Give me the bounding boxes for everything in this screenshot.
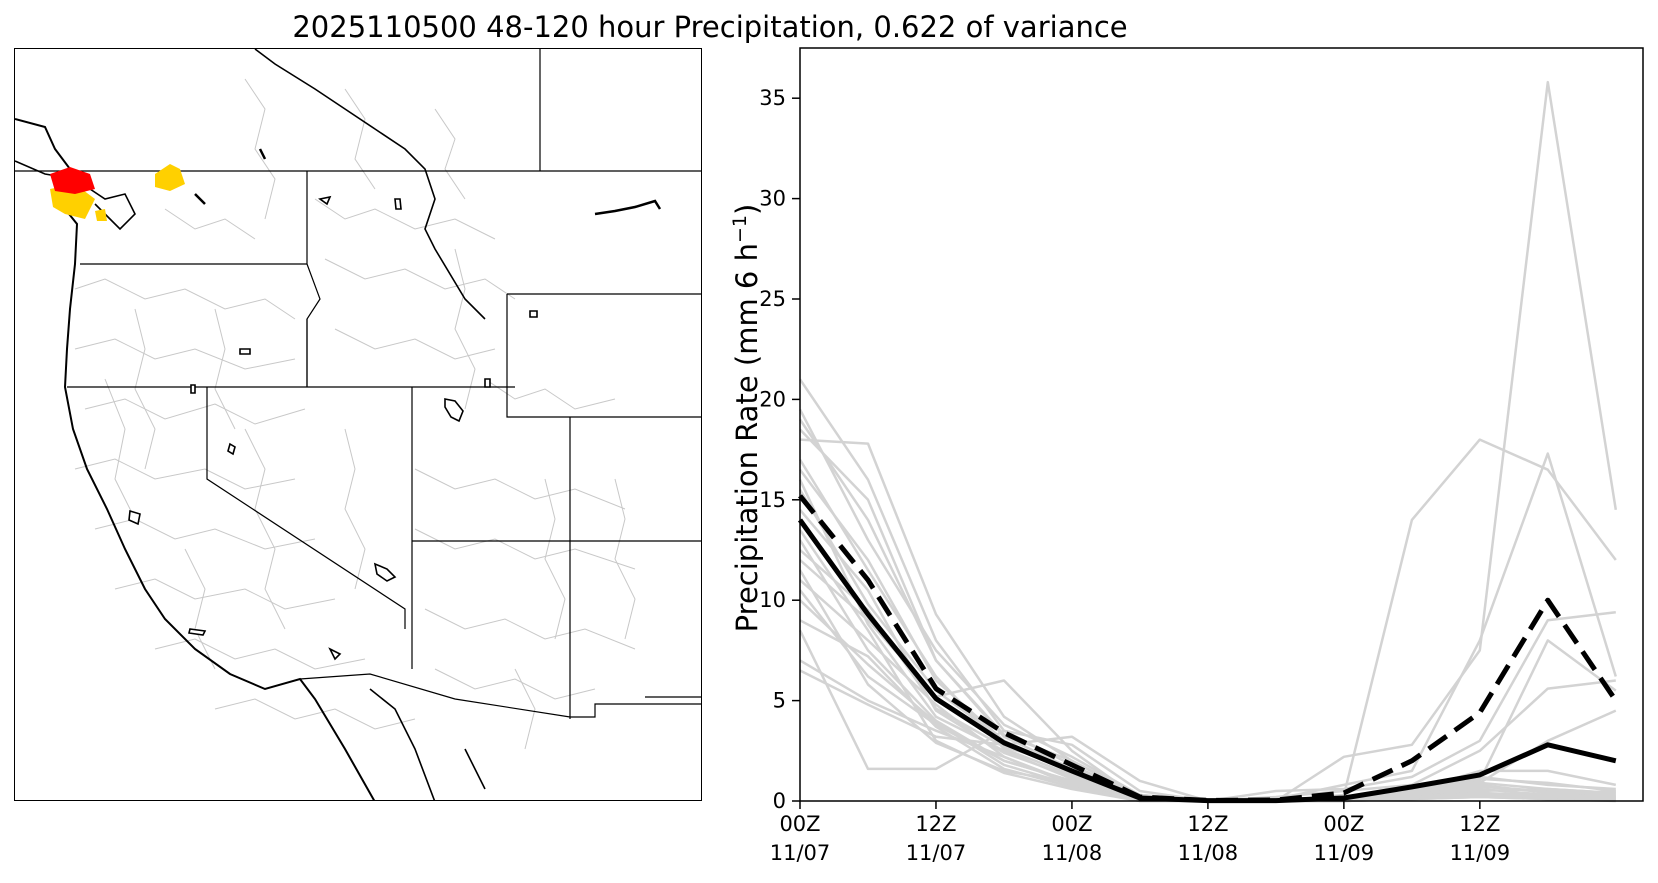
selected-series-line	[798, 494, 1618, 803]
y-tick-label: 10	[759, 588, 786, 612]
highlight-region-mid	[50, 184, 95, 219]
x-tick-label-date: 11/08	[1178, 841, 1239, 865]
precip-highlights	[50, 164, 185, 221]
x-tick-label-time: 12Z	[1459, 812, 1500, 836]
y-tick-label: 25	[759, 287, 786, 311]
baja-coast	[369, 688, 486, 800]
y-axis-label-main: Precipitation Rate (mm 6 h	[730, 243, 764, 632]
map-panel	[14, 48, 702, 801]
x-axis-ticks: 00Z 11/07 12Z 11/07 00Z 11/08 12Z 11/08 00Z 11/09…	[770, 801, 1510, 865]
x-tick-label-date: 11/07	[770, 841, 831, 865]
y-axis-label-sup: −1	[729, 215, 751, 243]
river-line	[194, 148, 267, 205]
ensemble-member-line	[799, 549, 1616, 803]
axes-frame	[799, 47, 1644, 802]
highlight-region-mid	[95, 209, 107, 221]
y-axis-ticks: 0 5 10 15 20 25 30 35	[759, 86, 800, 813]
ensemble-member-line	[799, 428, 1616, 803]
x-tick-label-time: 00Z	[1323, 812, 1364, 836]
state-borders	[15, 49, 701, 719]
ensemble-members	[798, 80, 1618, 803]
figure-title: 2025110500 48-120 hour Precipitation, 0.…	[292, 10, 1128, 44]
highlight-region-mid	[155, 164, 185, 191]
x-tick-label-date: 11/07	[906, 841, 967, 865]
x-tick-label-time: 12Z	[1187, 812, 1228, 836]
x-tick-label-time: 12Z	[915, 812, 956, 836]
lake-line	[594, 199, 662, 216]
y-tick-label: 5	[773, 689, 786, 713]
x-tick-label-time: 00Z	[779, 812, 820, 836]
x-tick-label-date: 11/08	[1042, 841, 1103, 865]
y-tick-label: 30	[759, 187, 786, 211]
lakes	[128, 195, 538, 661]
x-tick-label-time: 00Z	[1051, 812, 1092, 836]
x-tick-label-date: 11/09	[1314, 841, 1375, 865]
highlight-region-high	[50, 167, 95, 194]
basin-boundaries	[74, 78, 636, 750]
y-axis-label-close: )	[730, 204, 764, 215]
mean-series-line	[797, 518, 1617, 804]
map-svg	[15, 49, 701, 800]
y-axis-label: Precipitation Rate (mm 6 h−1)	[729, 204, 764, 633]
y-tick-label: 15	[759, 488, 786, 512]
y-tick-label: 20	[759, 387, 786, 411]
y-tick-label: 0	[773, 789, 786, 813]
y-tick-label: 35	[759, 86, 786, 110]
x-tick-label-date: 11/09	[1450, 841, 1511, 865]
